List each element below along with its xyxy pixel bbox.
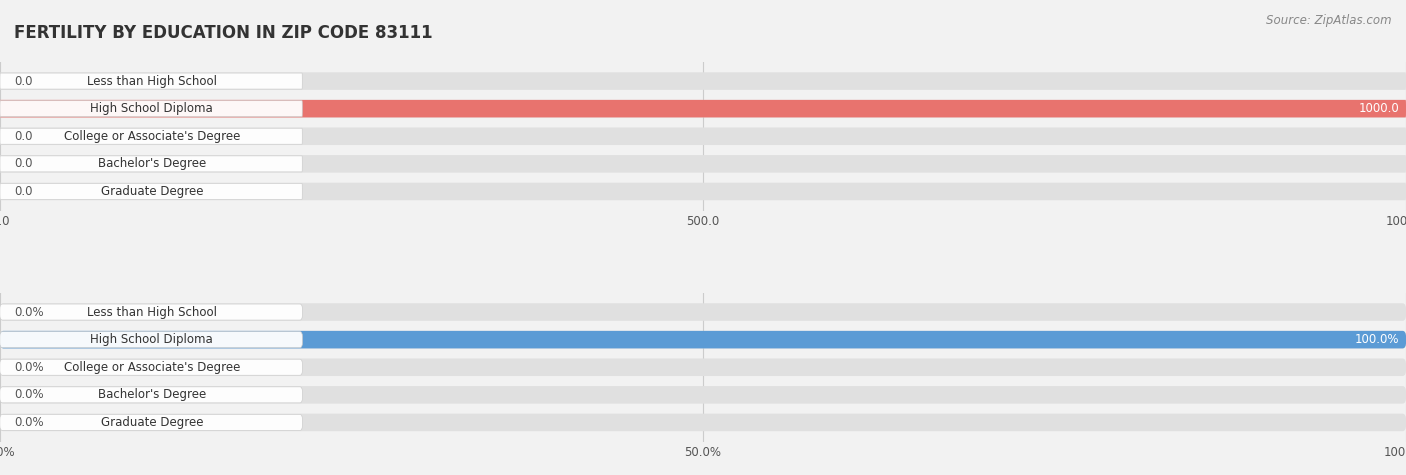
Text: Less than High School: Less than High School bbox=[87, 305, 217, 319]
Text: Graduate Degree: Graduate Degree bbox=[101, 416, 202, 429]
Text: 0.0: 0.0 bbox=[14, 185, 32, 198]
FancyBboxPatch shape bbox=[0, 303, 1406, 321]
Text: 0.0: 0.0 bbox=[14, 75, 32, 87]
FancyBboxPatch shape bbox=[0, 128, 302, 144]
Text: Source: ZipAtlas.com: Source: ZipAtlas.com bbox=[1267, 14, 1392, 27]
FancyBboxPatch shape bbox=[0, 100, 1406, 117]
FancyBboxPatch shape bbox=[0, 101, 302, 117]
Text: 100.0%: 100.0% bbox=[1354, 333, 1399, 346]
FancyBboxPatch shape bbox=[0, 359, 302, 375]
Text: College or Associate's Degree: College or Associate's Degree bbox=[63, 130, 240, 143]
Text: 0.0: 0.0 bbox=[14, 130, 32, 143]
Text: 0.0%: 0.0% bbox=[14, 416, 44, 429]
Text: High School Diploma: High School Diploma bbox=[90, 102, 214, 115]
FancyBboxPatch shape bbox=[0, 332, 302, 348]
FancyBboxPatch shape bbox=[0, 304, 302, 320]
FancyBboxPatch shape bbox=[0, 183, 1406, 200]
FancyBboxPatch shape bbox=[0, 73, 302, 89]
Text: College or Associate's Degree: College or Associate's Degree bbox=[63, 361, 240, 374]
Text: Bachelor's Degree: Bachelor's Degree bbox=[98, 389, 205, 401]
FancyBboxPatch shape bbox=[0, 386, 1406, 404]
FancyBboxPatch shape bbox=[0, 72, 1406, 90]
FancyBboxPatch shape bbox=[0, 183, 302, 199]
FancyBboxPatch shape bbox=[0, 155, 1406, 172]
FancyBboxPatch shape bbox=[0, 387, 302, 403]
Text: Graduate Degree: Graduate Degree bbox=[101, 185, 202, 198]
Text: 0.0%: 0.0% bbox=[14, 389, 44, 401]
Text: 0.0%: 0.0% bbox=[14, 361, 44, 374]
FancyBboxPatch shape bbox=[0, 127, 1406, 145]
FancyBboxPatch shape bbox=[0, 414, 302, 430]
FancyBboxPatch shape bbox=[0, 359, 1406, 376]
Text: 0.0%: 0.0% bbox=[14, 305, 44, 319]
Text: Less than High School: Less than High School bbox=[87, 75, 217, 87]
FancyBboxPatch shape bbox=[0, 414, 1406, 431]
Text: High School Diploma: High School Diploma bbox=[90, 333, 214, 346]
FancyBboxPatch shape bbox=[0, 100, 1406, 117]
FancyBboxPatch shape bbox=[0, 331, 1406, 349]
Text: Bachelor's Degree: Bachelor's Degree bbox=[98, 157, 205, 171]
Text: 1000.0: 1000.0 bbox=[1358, 102, 1399, 115]
FancyBboxPatch shape bbox=[0, 331, 1406, 349]
FancyBboxPatch shape bbox=[0, 156, 302, 172]
Text: 0.0: 0.0 bbox=[14, 157, 32, 171]
Text: FERTILITY BY EDUCATION IN ZIP CODE 83111: FERTILITY BY EDUCATION IN ZIP CODE 83111 bbox=[14, 24, 433, 42]
